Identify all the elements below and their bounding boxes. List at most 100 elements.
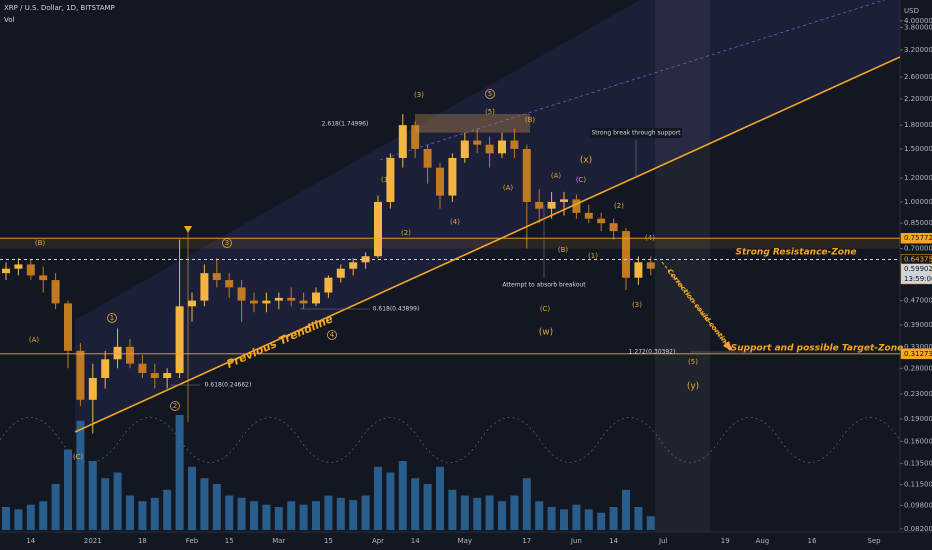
volume-bar [237,497,246,530]
volume-bar [622,489,630,530]
annotation: (A) [503,184,514,192]
annotation: Attempt to absorb breakout [502,282,586,289]
y-tick-label: 2.60000 [904,73,932,81]
volume-bar [634,507,643,530]
candle-body [126,346,134,364]
candle-body [622,231,630,278]
price-level-label: 0.31273 [904,350,932,358]
price-unit: USD [904,7,919,15]
annotation: (4) [450,218,460,226]
y-tick-label: 0.11500 [904,481,932,489]
x-tick-label: 18 [138,537,147,545]
annotation: 0.618(0.24662) [205,382,252,389]
candle-body [113,346,122,360]
resistance-zone [0,238,900,249]
y-tick-label: 0.33000 [904,343,932,351]
price-level-label: 0.59902 [904,265,932,273]
x-tick-label: 2021 [84,537,102,545]
volume-bar [361,495,370,530]
volume-bar [250,501,258,530]
volume-bar [51,484,60,530]
candle-body [101,359,110,378]
annotation: Strong Resistance-Zone [736,248,857,258]
candle-body [485,144,494,154]
chart-title: XRP / U.S. Dollar, 1D, BITSTAMP [4,4,115,12]
volume-bar [535,501,544,530]
x-tick-label: Jul [658,537,668,545]
volume-bar [138,501,147,530]
arrow-head [723,341,732,351]
candle-body [138,363,147,374]
candle-body [212,273,221,281]
candle-body [336,268,345,278]
volume-bar [212,484,221,530]
y-tick-label: 0.70000 [904,245,932,253]
y-tick-label: 0.23000 [904,390,932,398]
candle-body [473,140,482,145]
x-tick-label: 19 [721,537,730,545]
annotation: (B) [525,116,536,124]
annotation: (3) [632,301,642,309]
candle-body [76,350,85,400]
candle-body [88,377,97,400]
fib-zone [415,114,530,133]
x-tick-label: 14 [609,537,618,545]
candle-body [609,223,618,232]
candle-body [510,140,519,149]
x-tick-label: 16 [808,537,817,545]
volume-bar [225,495,234,530]
y-tick-label: 0.08200 [904,525,932,533]
x-tick-label: Feb [186,537,199,545]
price-level-box [900,232,932,244]
annotation: (A) [551,172,562,180]
annotation: 0.618(0.43899) [373,306,420,313]
x-tick-label: 15 [225,537,234,545]
volume-bar [498,501,506,530]
annotation: (2) [614,202,624,210]
candle-body [150,373,159,378]
candle-body [225,280,234,288]
y-tick-label: 0.19000 [904,415,932,423]
candle-body [287,297,296,301]
candle-body [200,273,209,301]
candle-body [374,201,382,257]
candle-body [535,201,544,209]
volume-bar [163,489,172,530]
y-tick-label: 0.28000 [904,364,932,372]
annotation: (C) [540,305,551,313]
x-tick-label: May [458,537,472,545]
annotation: 2 [173,402,177,410]
annotation: 1 [110,314,114,322]
annotation: 4 [330,331,335,339]
price-level-label: 0.64375 [904,256,932,264]
annotation: Strong break through support [591,130,681,137]
candle-body [498,140,506,154]
note-box [498,280,590,290]
annotation: 1.272(0.30392) [629,349,676,356]
annotation: (4) [645,234,655,242]
y-tick-label: 0.39000 [904,321,932,329]
volume-bar [287,501,296,530]
channel-line [379,0,886,161]
x-tick-label: 17 [522,537,531,545]
volume-bar [522,478,531,530]
annotation: (5) [688,358,698,366]
candle-body [597,218,606,224]
annotation: (x) [580,156,592,166]
wave-circle [107,313,117,323]
volume-bar [14,509,23,530]
volume-bar [262,504,271,530]
candle-body [312,292,320,304]
candle-body [522,148,531,202]
volume-bar [39,501,48,530]
candle-body [188,300,196,307]
volume-bar [324,495,333,530]
volume-bar [485,495,494,530]
volume-bar [460,495,469,530]
x-tick-label: Apr [372,537,384,545]
volume-bar [423,484,432,530]
candle-body [460,140,469,158]
annotation: 3 [225,239,229,247]
